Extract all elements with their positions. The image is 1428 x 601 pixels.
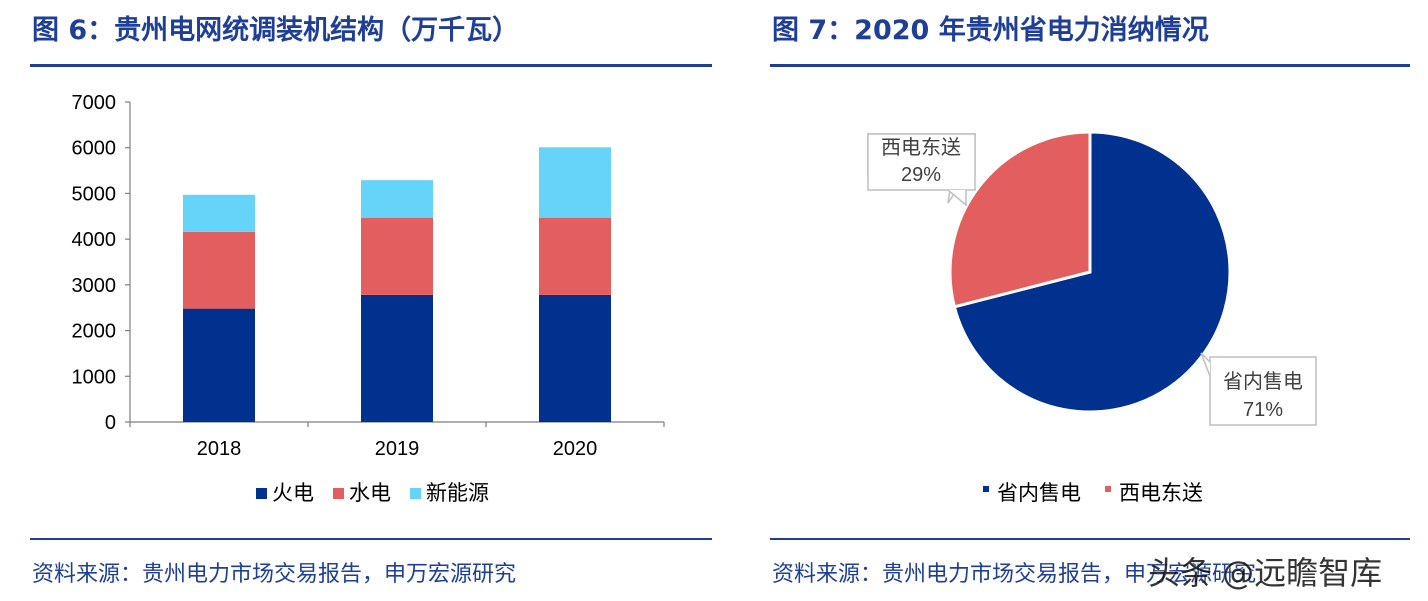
y-tick-label: 6000 [72, 138, 117, 160]
callout-pointer-西电东送 [947, 189, 967, 207]
bar-segment-新能源-2020 [539, 147, 611, 218]
fig6-title-rule [30, 64, 712, 67]
x-tick-label: 2020 [553, 438, 598, 460]
fig7-title-rule [770, 64, 1410, 67]
legend-swatch-省内售电 [983, 486, 989, 492]
callout-frame-省内售电 [1209, 356, 1317, 426]
legend-swatch-西电东送 [1105, 486, 1111, 492]
legend-label: 水电 [349, 482, 391, 505]
bar-segment-水电-2018 [183, 231, 255, 309]
fig7-bottom-rule [770, 538, 1410, 540]
fig6-title: 图 6：贵州电网统调装机结构（万千瓦） [32, 15, 520, 46]
callout-pointer-省内售电 [1200, 352, 1211, 377]
bar-segment-火电-2018 [183, 308, 255, 422]
legend-label: 火电 [272, 482, 314, 505]
pie-slice-西电东送 [948, 130, 1092, 309]
callout-name: 省内售电 [1223, 370, 1303, 393]
fig7-source: 资料来源：贵州电力市场交易报告，申万宏源研究 [772, 562, 1257, 587]
fig6-bottom-rule [30, 538, 712, 540]
x-tick-label: 2018 [197, 438, 242, 460]
x-tick-label: 2019 [375, 438, 420, 460]
fig7-title: 图 7：2020 年贵州省电力消纳情况 [772, 15, 1209, 46]
pie-slice-省内售电 [952, 130, 1232, 414]
fig6-source: 资料来源：贵州电力市场交易报告，申万宏源研究 [32, 562, 517, 587]
bar-segment-新能源-2019 [361, 180, 433, 218]
watermark: 头条 @远瞻智库 [1148, 554, 1383, 592]
legend-swatch-火电 [256, 488, 267, 499]
bar-segment-火电-2019 [361, 294, 433, 422]
y-tick-label: 5000 [72, 183, 117, 205]
stacked-bar-chart: 0 1000 2000 3000 4000 5000 6000 7000 2018 2019 202… [72, 92, 665, 505]
legend-label: 西电东送 [1119, 482, 1203, 505]
y-tick-label: 3000 [72, 275, 117, 297]
y-tick-label: 4000 [72, 229, 117, 251]
y-tick-label: 2000 [72, 321, 117, 343]
bar-segment-水电-2020 [539, 217, 611, 295]
bar-segment-火电-2020 [539, 294, 611, 422]
callout-name: 西电东送 [881, 136, 961, 159]
callout-frame-西电东送 [867, 133, 976, 191]
y-tick-label: 7000 [72, 92, 117, 114]
y-tick-label: 1000 [72, 366, 117, 388]
bar-segment-新能源-2018 [183, 194, 255, 232]
callout-value: 71% [1243, 399, 1283, 421]
callout-value: 29% [901, 164, 941, 186]
bar-segment-水电-2019 [361, 217, 433, 295]
y-tick-label: 0 [105, 412, 116, 434]
legend-swatch-水电 [333, 488, 344, 499]
legend-label: 省内售电 [997, 482, 1081, 505]
legend-label: 新能源 [426, 482, 489, 505]
legend-swatch-新能源 [410, 488, 421, 499]
